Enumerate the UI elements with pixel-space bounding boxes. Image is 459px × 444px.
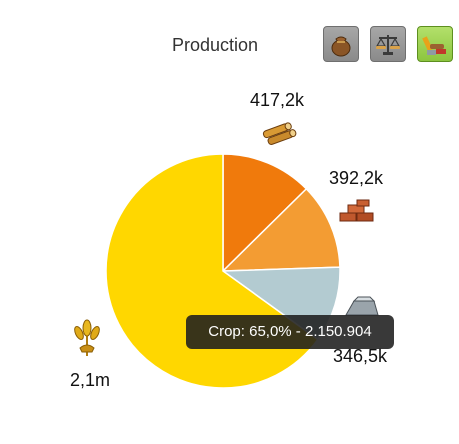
clay-bricks-icon bbox=[339, 199, 374, 222]
wood-logs-icon bbox=[262, 122, 297, 145]
chart-tooltip: Crop: 65,0% - 2.150.904 bbox=[186, 315, 394, 349]
pie-slice-wood[interactable] bbox=[222, 153, 308, 273]
crop-wheat-icon bbox=[74, 319, 100, 356]
production-icon bbox=[422, 36, 446, 55]
iron-bars-icon bbox=[345, 296, 379, 316]
balance-view-button[interactable] bbox=[370, 26, 406, 62]
balance-scale-icon bbox=[375, 35, 401, 55]
pie-slice-clay[interactable] bbox=[221, 187, 341, 272]
wood-value-label: 417,2k bbox=[250, 90, 305, 110]
production-view-button[interactable] bbox=[417, 26, 453, 62]
page-title: Production bbox=[172, 35, 259, 55]
crop-value-label: 2,1m bbox=[70, 370, 111, 390]
resource-bag-icon bbox=[331, 36, 351, 57]
iron-value-label: 346,5k bbox=[333, 346, 388, 366]
clay-value-label: 392,2k bbox=[329, 168, 384, 188]
resources-view-button[interactable] bbox=[323, 26, 359, 62]
